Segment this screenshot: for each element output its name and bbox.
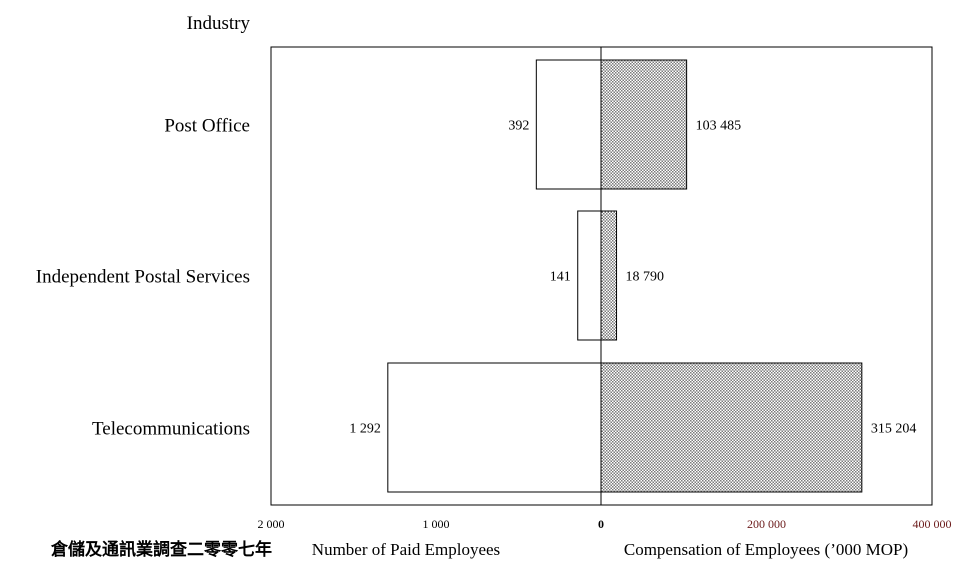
compensation-value-telecommunications: 315 204 (871, 422, 917, 437)
compensation-bar-post-office (600, 59, 688, 190)
left-tick-2000: 2 000 (258, 517, 285, 531)
employees-value-post-office: 392 (508, 119, 529, 134)
compensation-value-post-office: 103 485 (696, 119, 742, 134)
employees-value-independent-postal-services: 141 (550, 270, 571, 285)
tick-labels: 2 000 1 000 0 200 000 400 000 (258, 517, 952, 531)
employees-bar-telecommunications (387, 362, 602, 493)
employees-bar-post-office (535, 59, 602, 190)
employees-bar-independent-postal-services (577, 210, 602, 341)
left-axis-title: Number of Paid Employees (312, 540, 500, 559)
compensation-value-independent-postal-services: 18 790 (626, 270, 665, 285)
compensation-bar-telecommunications (600, 362, 863, 493)
category-label-post-office: Post Office (164, 116, 250, 137)
right-tick-400000: 400 000 (913, 517, 952, 531)
compensation-bar-independent-postal-services (600, 210, 618, 341)
industry-header: Industry (187, 13, 251, 34)
employees-value-telecommunications: 1 292 (349, 422, 381, 437)
footer-text: 倉儲及通訊業調查二零零七年 (50, 539, 272, 560)
left-tick-1000: 1 000 (423, 517, 450, 531)
chart-marks: Post Office 392 103 485 Independent Postal … (36, 59, 917, 493)
category-label-independent-postal-services: Independent Postal Services (36, 267, 250, 288)
right-axis-title: Compensation of Employees (’000 MOP) (624, 540, 908, 559)
right-tick-200000: 200 000 (747, 517, 786, 531)
left-tick-0: 0 (598, 517, 604, 531)
category-label-telecommunications: Telecommunications (92, 419, 250, 440)
